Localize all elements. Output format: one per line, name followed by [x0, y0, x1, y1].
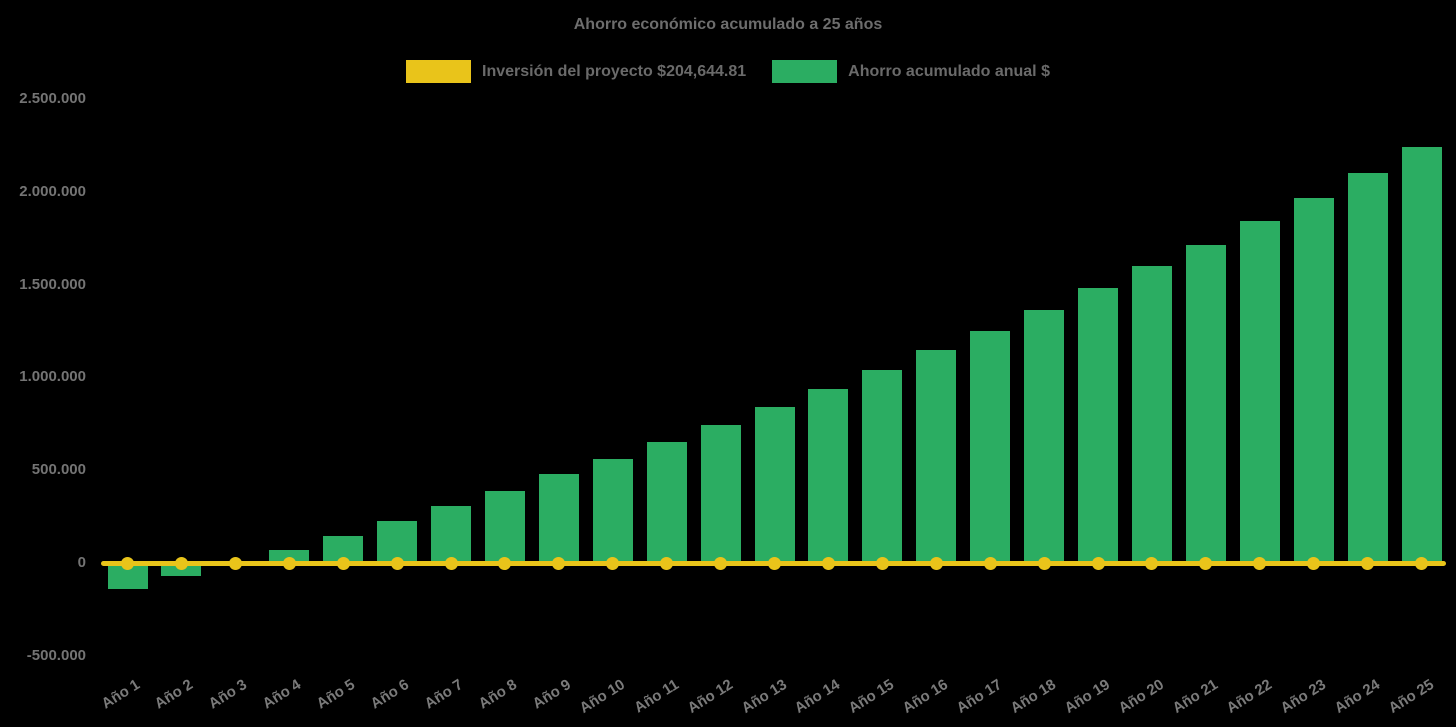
bar-ano-24 — [1347, 173, 1388, 563]
bar-ano-7 — [431, 506, 472, 563]
y-axis-tick-label: 2.500.000 — [19, 90, 86, 107]
legend-item-savings: Ahorro acumulado anual $ — [772, 60, 1050, 83]
legend-item-investment: Inversión del proyecto $204,644.81 — [406, 60, 746, 83]
bar-ano-10 — [592, 459, 633, 563]
legend-swatch-investment-icon — [406, 60, 472, 83]
bar-ano-19 — [1078, 288, 1119, 563]
bar-ano-9 — [538, 473, 579, 563]
bar-ano-21 — [1185, 244, 1226, 563]
bar-ano-12 — [700, 424, 741, 563]
line-marker — [390, 557, 404, 570]
line-marker — [1361, 557, 1375, 570]
legend: Inversión del proyecto $204,644.81 Ahorr… — [0, 60, 1456, 83]
line-marker — [282, 557, 296, 570]
line-marker — [228, 557, 242, 570]
legend-swatch-savings-icon — [772, 60, 838, 83]
bar-ano-17 — [970, 331, 1011, 563]
line-marker — [1253, 557, 1267, 570]
y-axis-tick-label: 500.000 — [31, 461, 86, 479]
bar-ano-15 — [862, 369, 903, 563]
bar-ano-16 — [916, 350, 957, 563]
line-marker — [1307, 557, 1321, 570]
bar-ano-13 — [754, 407, 795, 563]
line-marker — [768, 557, 782, 570]
bar-ano-6 — [377, 521, 418, 563]
line-marker — [1091, 557, 1105, 570]
line-marker — [121, 557, 134, 570]
y-axis-tick-label: 0 — [77, 554, 86, 571]
line-marker — [714, 557, 728, 570]
bar-ano-14 — [808, 388, 849, 563]
bar-ano-23 — [1293, 198, 1334, 563]
bar-ano-11 — [646, 442, 687, 563]
line-marker — [660, 557, 674, 570]
line-marker — [983, 557, 997, 570]
bar-ano-18 — [1024, 309, 1065, 563]
line-marker — [444, 557, 458, 570]
y-axis-tick-label: -500.000 — [26, 646, 86, 664]
line-marker — [336, 557, 350, 570]
legend-label-savings: Ahorro acumulado anual $ — [848, 62, 1050, 80]
bar-ano-4 — [269, 550, 310, 563]
y-axis-tick-label: 1.500.000 — [19, 275, 86, 293]
line-marker — [821, 557, 835, 570]
line-marker — [174, 557, 188, 570]
line-marker — [1145, 557, 1159, 570]
y-axis-tick-label: 1.000.000 — [19, 368, 86, 386]
line-marker — [1037, 557, 1051, 570]
bar-ano-20 — [1131, 266, 1172, 563]
line-marker — [552, 557, 566, 570]
y-axis-tick-label: 2.000.000 — [19, 182, 86, 200]
line-marker — [1415, 557, 1429, 570]
bar-ano-8 — [484, 490, 525, 563]
line-marker — [929, 557, 943, 570]
line-marker — [606, 557, 620, 570]
line-marker — [498, 557, 512, 570]
bar-ano-22 — [1239, 221, 1280, 563]
line-marker — [1199, 557, 1213, 570]
legend-label-investment: Inversión del proyecto $204,644.81 — [482, 62, 747, 80]
chart-title: Ahorro económico acumulado a 25 años — [573, 16, 883, 33]
line-marker — [875, 557, 889, 570]
bar-ano-25 — [1401, 147, 1442, 563]
